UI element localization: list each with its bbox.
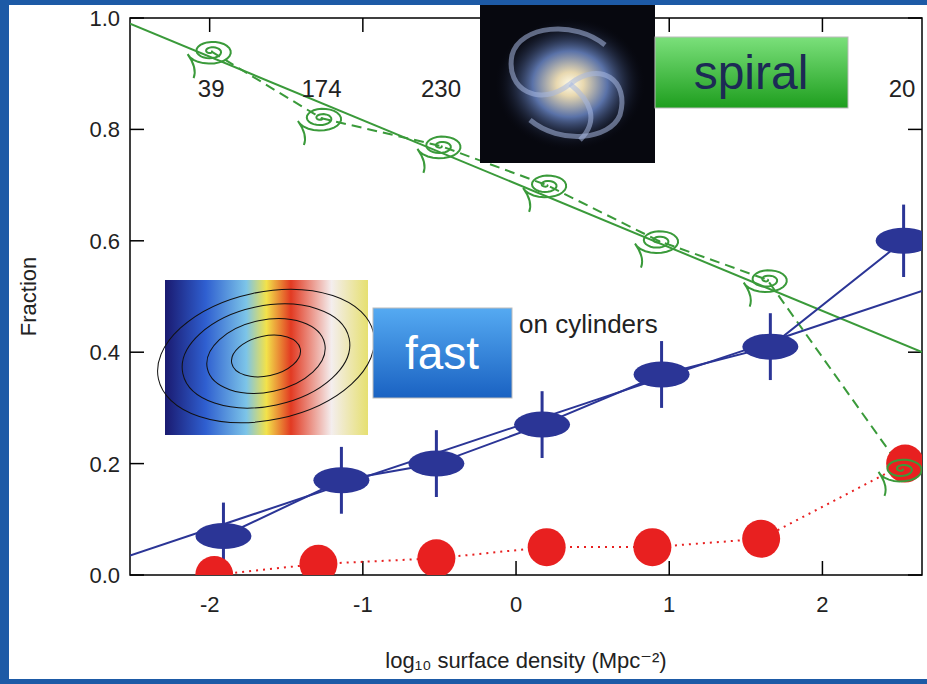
marker-spiral	[744, 270, 787, 306]
marker-circle	[299, 545, 337, 575]
bin-count: 39	[198, 75, 225, 102]
bin-count: 174	[301, 75, 341, 102]
y-tick	[130, 17, 144, 19]
fast-box	[373, 308, 512, 398]
x-tick-label: 0	[510, 592, 522, 617]
y-axis-title: Fraction	[16, 257, 41, 336]
marker-ellipse	[634, 361, 690, 387]
x-tick-label: -1	[353, 592, 373, 617]
x-tick-label: 2	[816, 592, 828, 617]
galaxy-image	[480, 5, 655, 163]
marker-circle	[417, 539, 455, 575]
y-tick	[130, 574, 144, 576]
velocity-map	[165, 280, 368, 435]
galaxy-arm	[530, 73, 622, 136]
marker-circle	[528, 528, 566, 566]
x-tick-top	[209, 18, 211, 32]
x-axis-title: log₁₀ surface density (Mpc⁻²)	[385, 648, 666, 673]
x-tick	[515, 561, 517, 575]
marker-ellipse	[408, 451, 464, 477]
y-tick-label: 1.0	[89, 6, 120, 31]
fast-label: fast	[405, 327, 479, 379]
chart: 0.0 0.2 0.4 0.6 0.8 1.0 -2 -1 0 1 2 log₁₀ surface d…	[0, 0, 927, 684]
slide-border	[0, 0, 927, 684]
galaxy-arm	[511, 29, 605, 95]
marker-circle	[742, 520, 780, 558]
y-tick-right	[908, 129, 922, 131]
x-tick-top	[362, 18, 364, 32]
velocity-contour	[228, 329, 305, 383]
galaxy-glow	[495, 18, 645, 150]
x-tick	[668, 561, 670, 575]
y-tick-label: 0.2	[89, 452, 120, 477]
marker-ellipse	[514, 412, 570, 438]
marker-circle	[633, 528, 671, 566]
marker-ellipse	[876, 228, 922, 254]
x-tick	[822, 561, 824, 575]
marker-spiral	[523, 176, 566, 212]
bin-count: 20	[889, 75, 916, 102]
galaxy-arm	[570, 84, 591, 140]
y-tick-right	[908, 574, 922, 576]
bin-count: 230	[421, 75, 461, 102]
plot-frame	[130, 18, 922, 575]
marker-ellipse	[313, 467, 369, 493]
velocity-contour	[172, 289, 359, 422]
velocity-contour	[200, 308, 332, 403]
marker-circle	[195, 556, 233, 575]
y-tick	[130, 463, 144, 465]
marker-ellipse	[195, 523, 251, 549]
spiral-box	[655, 37, 848, 108]
slide-panel	[9, 5, 927, 679]
marker-spiral	[879, 460, 922, 496]
marker-spiral	[635, 231, 678, 267]
x-tick-top	[668, 18, 670, 32]
y-tick-label: 0.0	[89, 563, 120, 588]
x-tick-label: -2	[200, 592, 220, 617]
spiral-label: spiral	[694, 46, 809, 99]
y-tick-label: 0.8	[89, 117, 120, 142]
x-tick-label: 1	[663, 592, 675, 617]
x-tick	[362, 561, 364, 575]
marker-ellipse	[742, 334, 798, 360]
x-tick-top	[822, 18, 824, 32]
marker-spiral	[188, 42, 231, 78]
marker-spiral	[298, 109, 341, 145]
y-tick	[130, 129, 144, 131]
marker-spiral	[417, 137, 460, 173]
y-tick	[130, 351, 144, 353]
y-tick-label: 0.4	[89, 340, 120, 365]
velocity-contour	[145, 271, 387, 442]
y-tick-right	[908, 17, 922, 19]
annotation: on cylinders	[519, 309, 658, 339]
y-tick-label: 0.6	[89, 229, 120, 254]
y-tick	[130, 240, 144, 242]
